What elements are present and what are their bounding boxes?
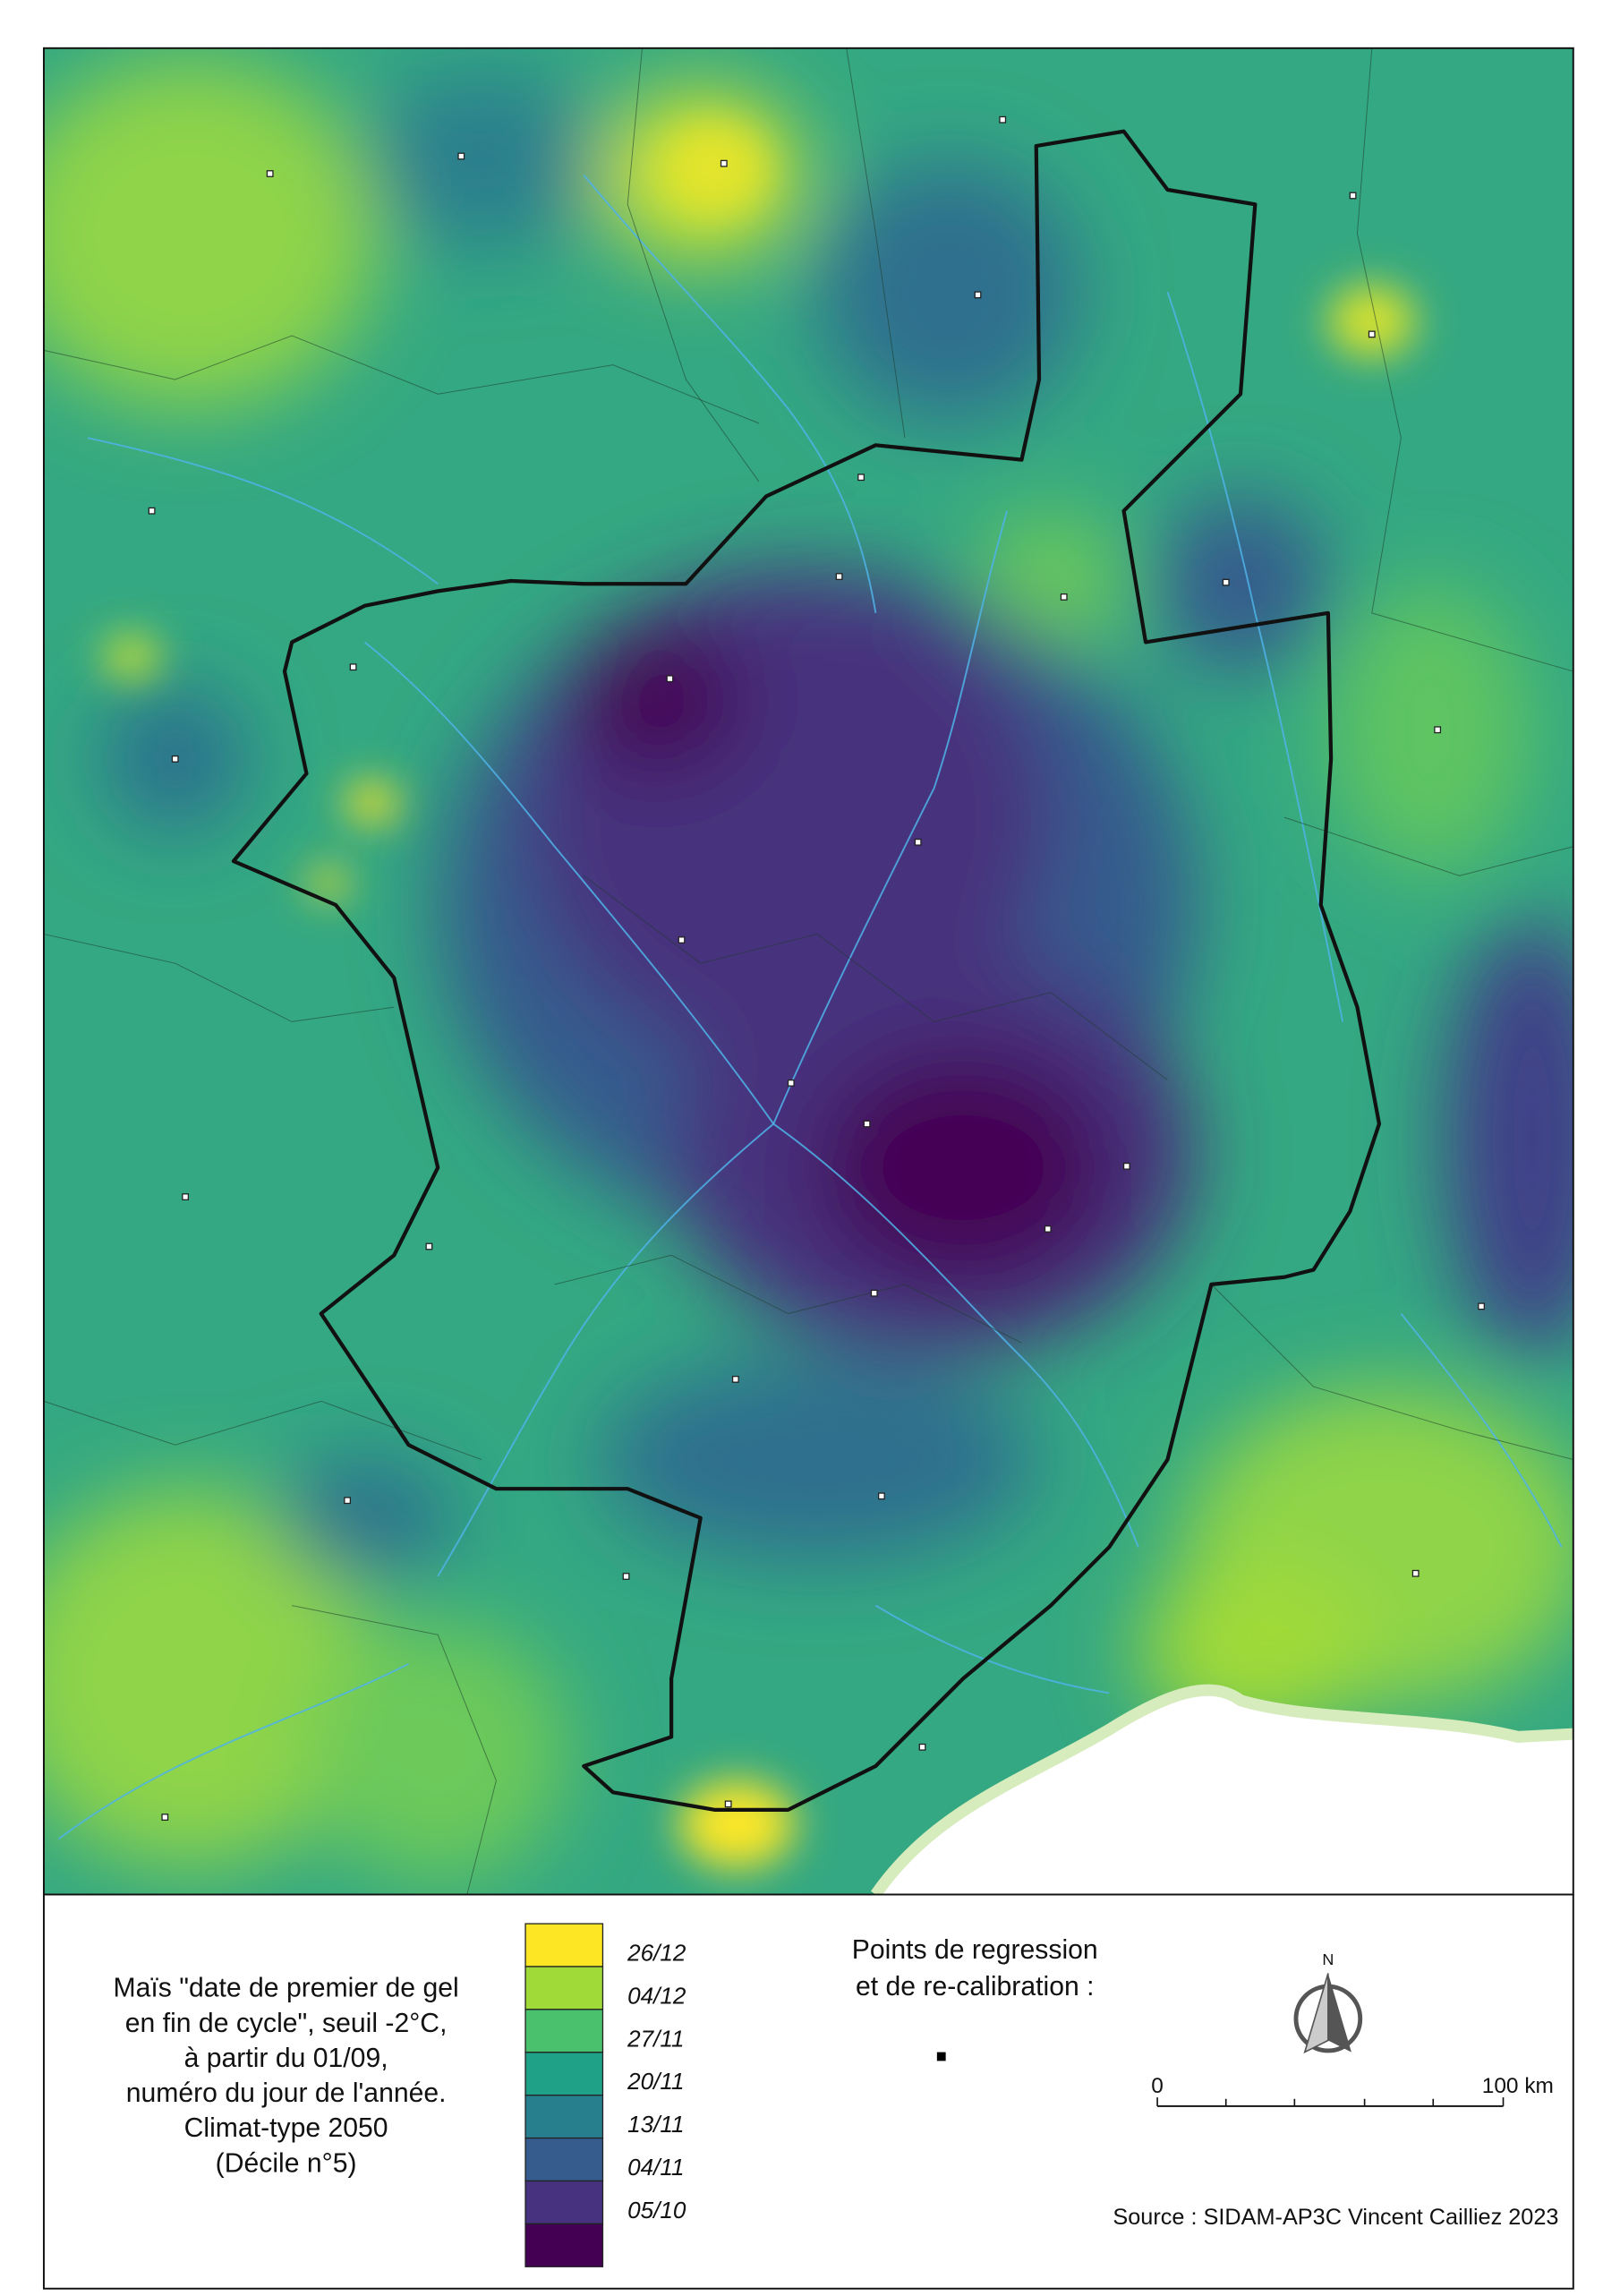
- legend-title-line: numéro du jour de l'année.: [126, 2078, 447, 2108]
- north-arrow: N: [1293, 1950, 1363, 2054]
- source: Source : SIDAM-AP3C Vincent Cailliez 202…: [1113, 2205, 1558, 2230]
- legend-break-label: 04/12: [627, 1982, 686, 2009]
- rivers: [57, 175, 1563, 1840]
- point-symbol: [936, 2052, 946, 2061]
- legend-break-label: 04/11: [627, 2154, 684, 2181]
- points-legend-title: et de re-calibration :: [856, 1972, 1095, 2002]
- legend-title-line: Maïs "date de premier de gel: [114, 1974, 459, 2003]
- admin-boundaries: [43, 47, 1573, 1895]
- legend-break-label: 26/12: [627, 1939, 686, 1966]
- legend-swatch: [524, 2180, 604, 2225]
- legend-swatch: [524, 2095, 604, 2139]
- legend-title-line: en fin de cycle", seuil -2°C,: [125, 2009, 448, 2038]
- scale-label: 100 km: [1482, 2074, 1554, 2098]
- legend-break-label: 20/11: [627, 2068, 684, 2095]
- scale-label: 0: [1151, 2074, 1164, 2098]
- sea: [875, 1690, 1573, 1895]
- legend-title-line: à partir du 01/09,: [184, 2044, 388, 2073]
- scale-bar: 0 100 km: [1151, 2074, 1554, 2107]
- map: [43, 47, 1573, 1895]
- legend-swatch: [524, 1923, 604, 1967]
- legend-break-label: 13/11: [627, 2111, 684, 2138]
- legend-break-label: 05/10: [627, 2197, 686, 2223]
- legend-swatch: [524, 2009, 604, 2053]
- legend-swatch: [524, 2223, 604, 2267]
- legend-swatch: [524, 1966, 604, 2010]
- hot-spots: [102, 124, 1416, 1869]
- regression-points: [148, 115, 1485, 1821]
- legend-swatch: [524, 2052, 604, 2096]
- legend-swatch: [524, 2137, 604, 2182]
- legend-scale: 26/12 04/12 27/11 20/11 13/11 04/11 05/10: [524, 1923, 686, 2267]
- coast-band: [871, 1684, 1573, 1895]
- legend-title-line: Climat-type 2050: [184, 2113, 388, 2143]
- points-legend-title: Points de regression: [852, 1935, 1098, 1965]
- legend-title-line: (Décile n°5): [216, 2148, 357, 2178]
- legend-panel: [42, 1893, 1574, 2290]
- legend-title: Maïs "date de premier de gel en fin de cy…: [114, 1974, 459, 2179]
- region-border: [231, 129, 1382, 1813]
- north-label: N: [1322, 1950, 1334, 1968]
- legend-break-label: 27/11: [627, 2025, 684, 2052]
